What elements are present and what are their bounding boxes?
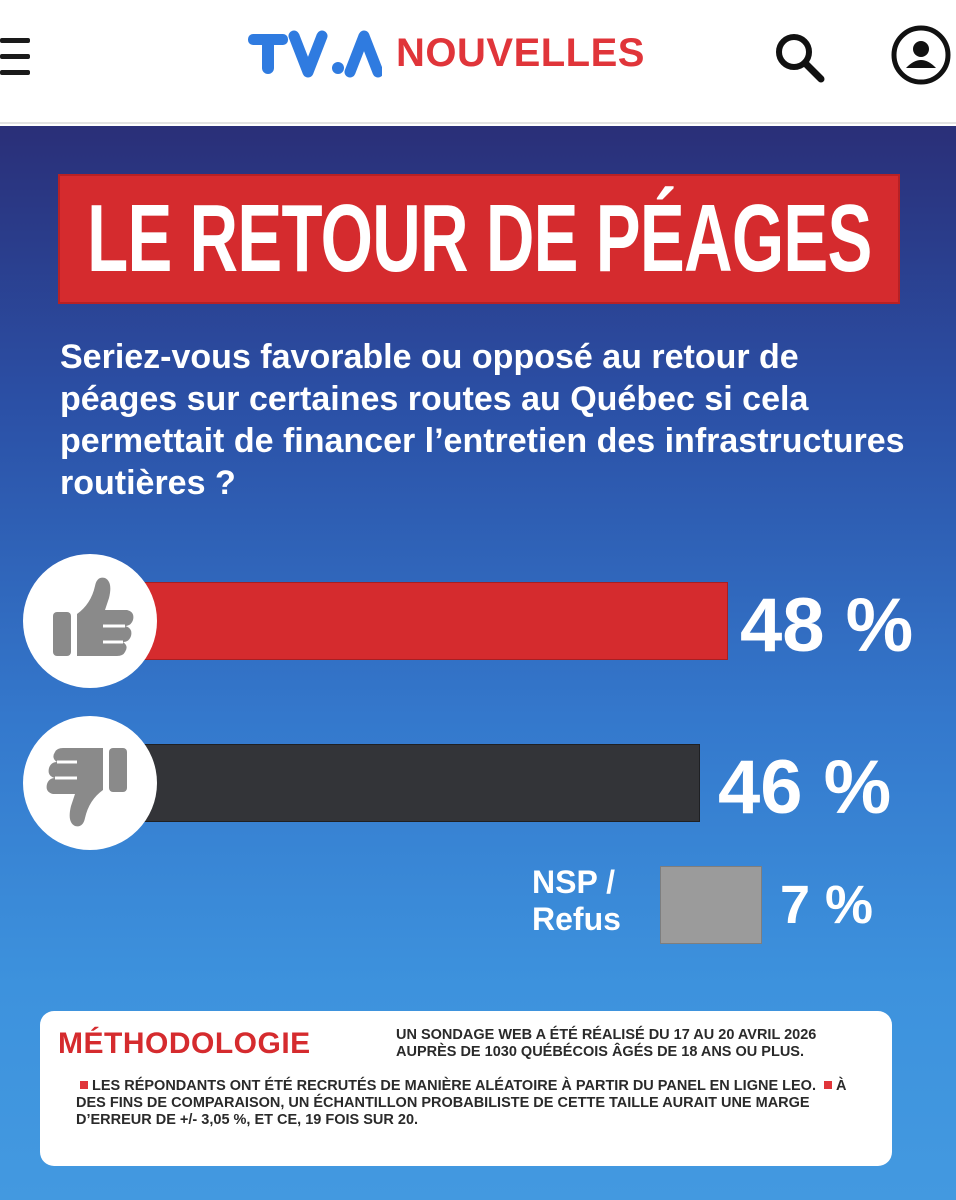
- bar-oppose: [140, 744, 700, 822]
- separator-icon: [80, 1081, 88, 1089]
- brand-logo[interactable]: NOUVELLES: [246, 28, 645, 78]
- pct-favorable: 48 %: [740, 583, 914, 668]
- bar-favorable: [140, 582, 728, 660]
- thumbs-up-icon: [53, 577, 134, 656]
- methodology-text-rest: Les répondants ont été recrutés de maniè…: [76, 1078, 876, 1129]
- bar-nsp: [660, 866, 762, 944]
- tva-logo-mark: [248, 30, 382, 78]
- methodology-title: MÉTHODOLOGIE: [58, 1027, 311, 1060]
- pct-oppose: 46 %: [718, 745, 892, 830]
- thumbs-down-circle: [23, 716, 157, 850]
- headline: LE RETOUR DE PÉAGES: [86, 185, 872, 292]
- headline-banner: LE RETOUR DE PÉAGES: [58, 174, 900, 304]
- methodology-text-part1: Un sondage Web a été réalisé du 17 au 20…: [396, 1027, 817, 1060]
- pct-nsp: 7 %: [780, 875, 874, 935]
- nsp-label-line2: Refus: [532, 901, 621, 937]
- methodology-box: MÉTHODOLOGIE Un sondage Web a été réalis…: [40, 1011, 892, 1166]
- methodology-text-part3: À des fins de comparaison, un échantillo…: [76, 1078, 847, 1128]
- methodology-text-part2: Les répondants ont été recrutés de maniè…: [92, 1078, 816, 1094]
- brand-name: NOUVELLES: [396, 30, 645, 75]
- thumbs-down-icon: [46, 748, 127, 827]
- poll-question: Seriez-vous favorable ou opposé au retou…: [60, 338, 905, 502]
- separator-icon: [824, 1081, 833, 1089]
- search-icon[interactable]: [772, 30, 826, 84]
- nsp-label: NSP / Refus: [532, 864, 621, 938]
- menu-icon[interactable]: [0, 38, 32, 76]
- top-bar: NOUVELLES: [0, 0, 956, 124]
- nsp-label-line1: NSP /: [532, 864, 615, 900]
- thumbs-up-circle: [23, 554, 157, 688]
- user-icon[interactable]: [890, 24, 952, 86]
- poll-infographic: LE RETOUR DE PÉAGES Seriez-vous favorabl…: [0, 126, 956, 1200]
